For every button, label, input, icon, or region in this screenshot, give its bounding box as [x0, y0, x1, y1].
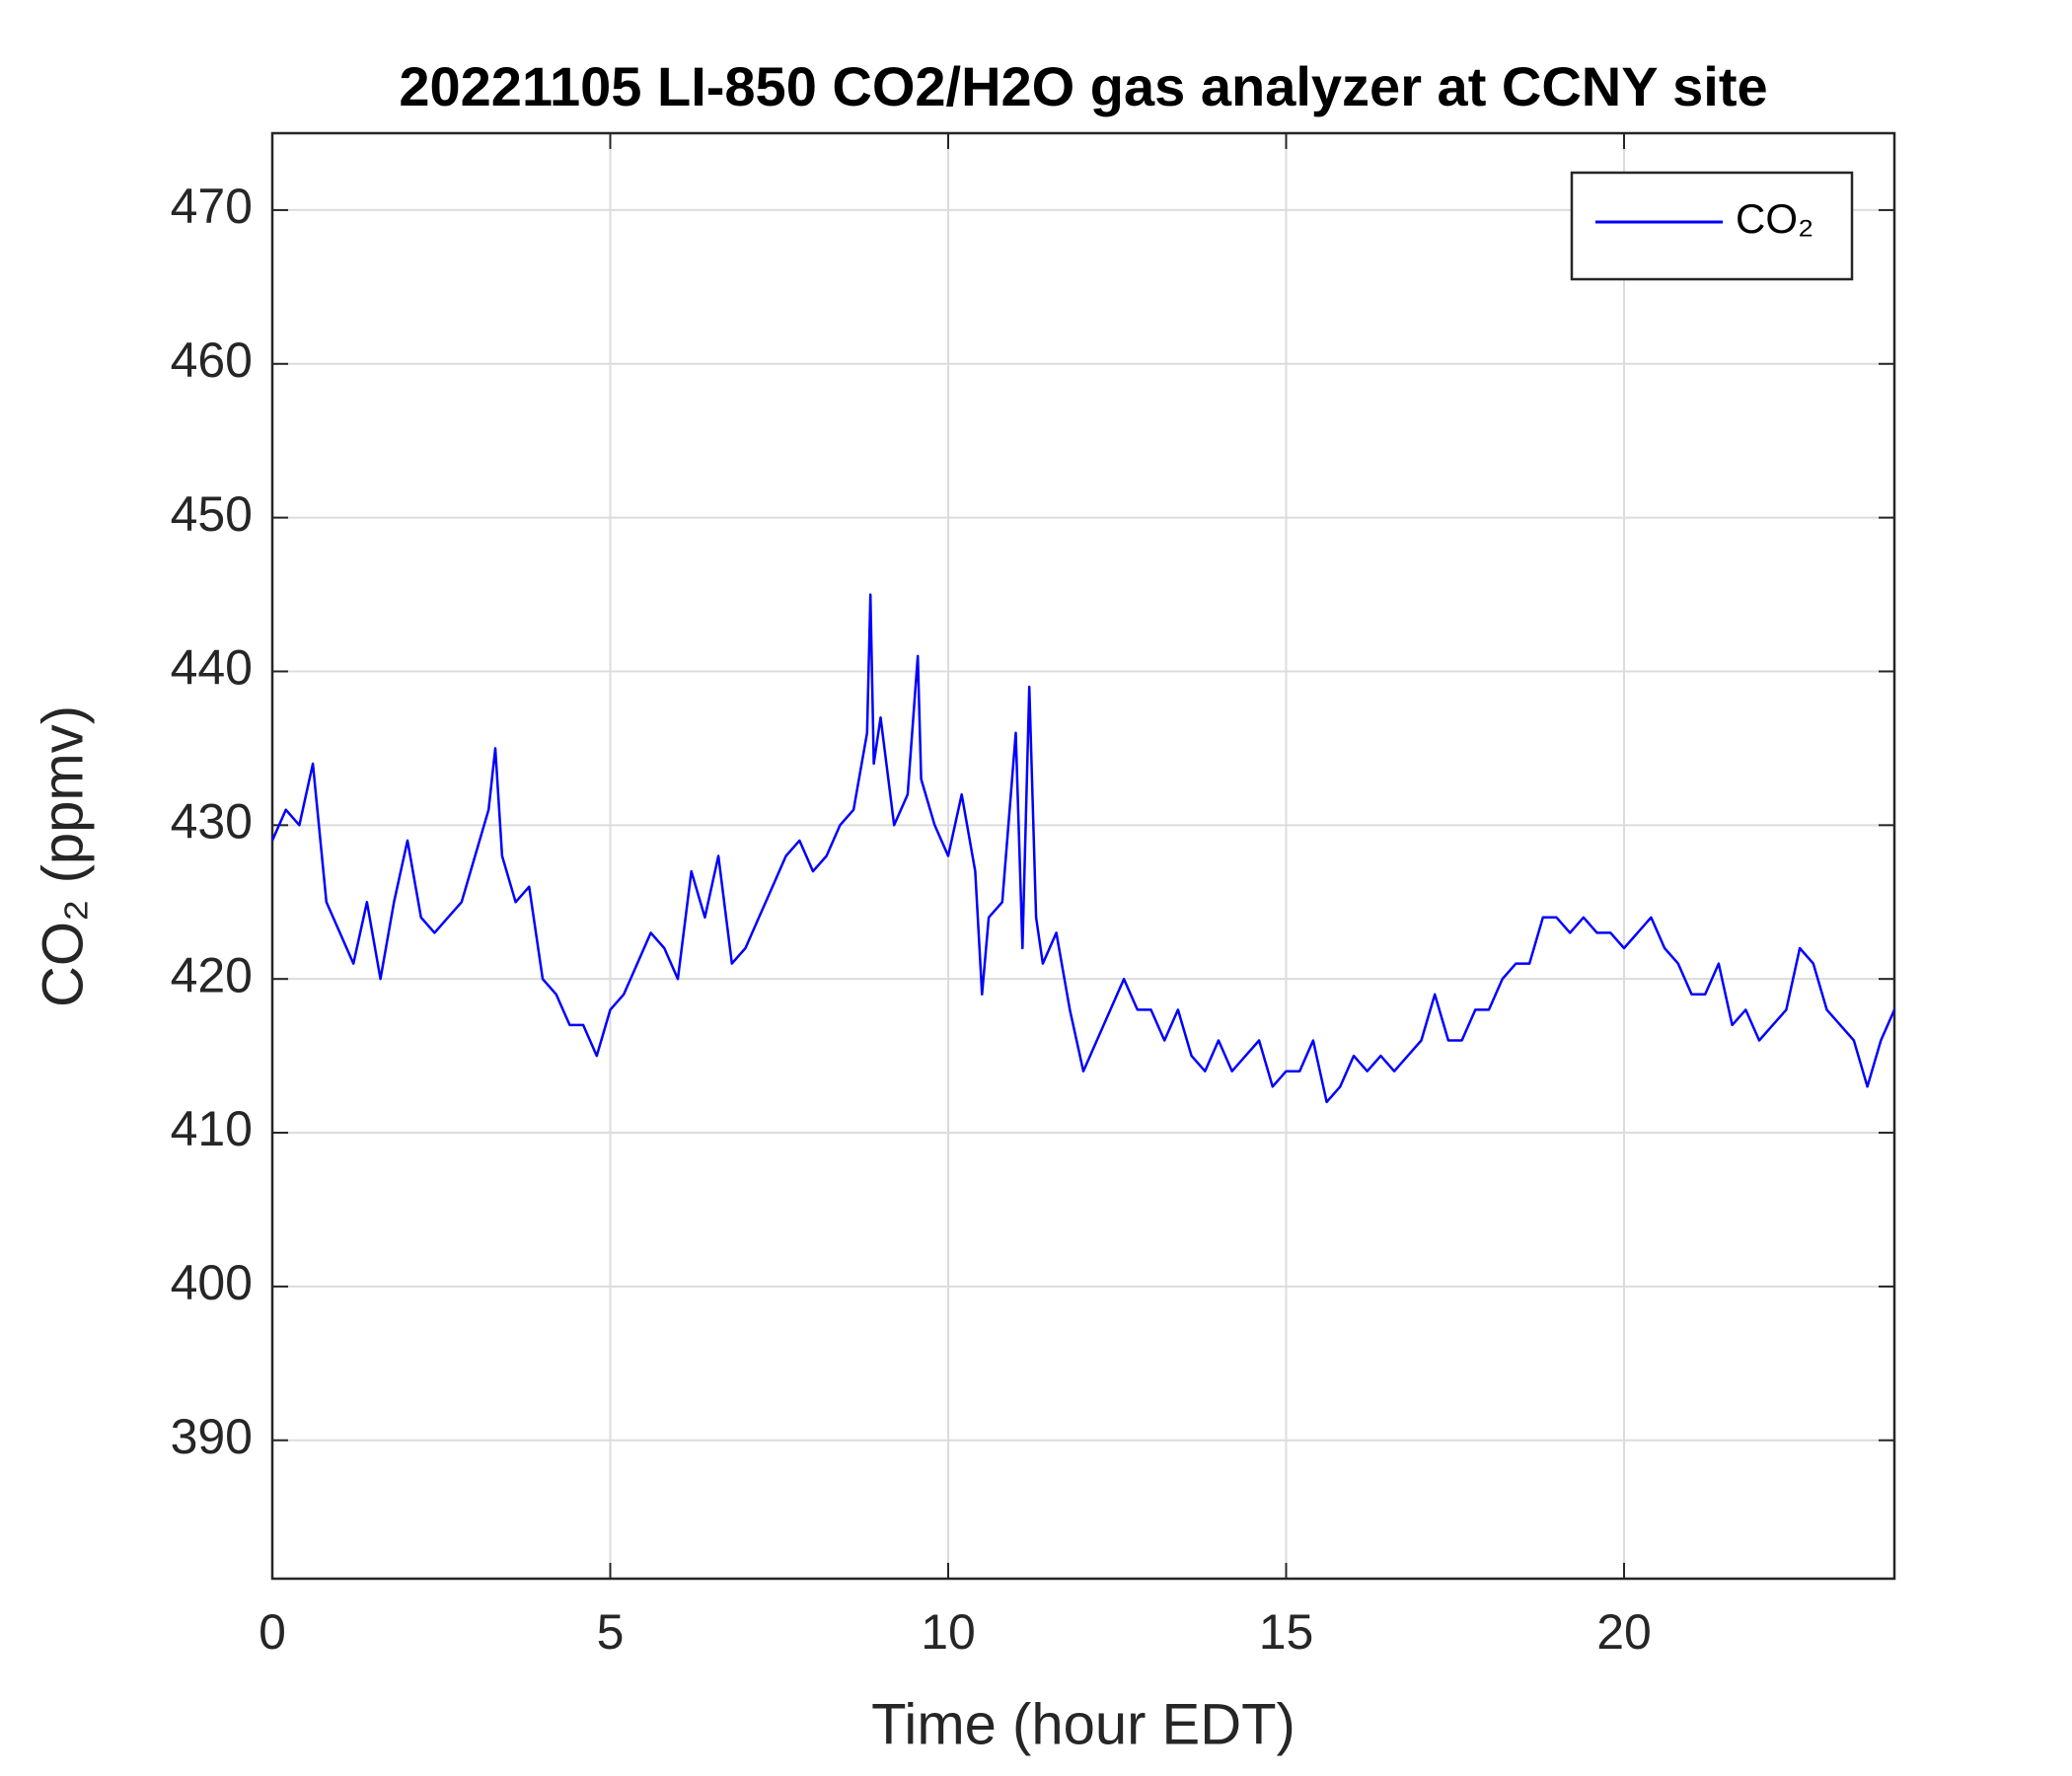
y-tick-label: 440: [171, 640, 253, 696]
x-tick-label: 0: [259, 1604, 286, 1660]
y-axis-label: CO₂ (ppmv): [31, 705, 95, 1007]
y-tick-label: 390: [171, 1409, 253, 1464]
y-tick-label: 460: [171, 333, 253, 388]
y-tick-label: 410: [171, 1101, 253, 1156]
y-tick-label: 430: [171, 794, 253, 850]
chart-title: 20221105 LI-850 CO2/H2O gas analyzer at …: [399, 55, 1767, 117]
legend-box: [1570, 171, 1854, 281]
x-tick-label: 20: [1596, 1604, 1652, 1660]
y-tick-label: 400: [171, 1255, 253, 1310]
x-tick-label: 5: [597, 1604, 625, 1660]
y-tick-label: 470: [171, 179, 253, 234]
plot-frame: [270, 131, 1896, 1581]
data-line: [270, 593, 1896, 1104]
y-tick-label: 420: [171, 947, 253, 1002]
x-tick-label: 15: [1259, 1604, 1314, 1660]
y-tick-label: 450: [171, 486, 253, 542]
legend-label: CO₂: [1736, 195, 1813, 242]
x-tick-label: 10: [921, 1604, 976, 1660]
x-axis-label: Time (hour EDT): [871, 1692, 1295, 1756]
